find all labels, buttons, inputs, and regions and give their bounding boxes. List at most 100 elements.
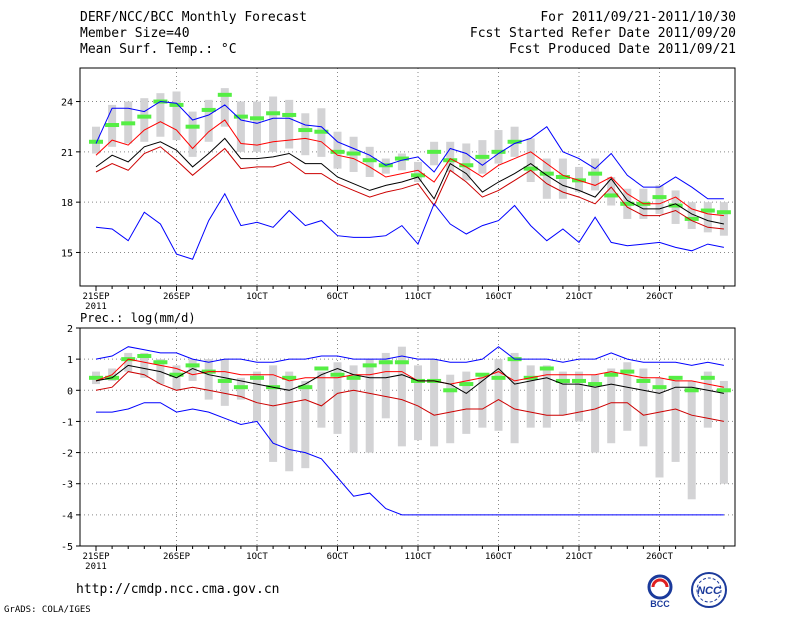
temp-xtick-label: 16OCT	[485, 292, 513, 302]
prec-box	[558, 371, 567, 416]
temp-median-bar	[346, 151, 361, 156]
temp-median-bar	[668, 203, 683, 208]
temp-median-bar	[604, 193, 619, 198]
prec-median-bar	[250, 375, 264, 380]
prec-median-bar	[668, 375, 683, 380]
prec-median-bar	[153, 360, 168, 365]
prec-box	[430, 359, 439, 447]
temp-median-bar	[491, 149, 506, 154]
temp-box	[285, 99, 294, 149]
temp-median-bar	[411, 173, 425, 178]
temp-ytick-label: 21	[61, 148, 73, 159]
prec-ytick-label: -3	[61, 480, 73, 491]
prec-box	[655, 377, 664, 478]
prec-median-bar	[330, 372, 345, 377]
temp-xtick-label: 26OCT	[646, 292, 674, 302]
temp-median-bar	[330, 149, 345, 154]
temp-median-bar	[201, 107, 216, 112]
prec-box	[140, 352, 149, 378]
temp-median-bar	[394, 156, 409, 161]
temp-median-bar	[89, 139, 103, 144]
prec-median-bar	[620, 369, 635, 374]
temp-median-bar	[250, 116, 264, 121]
temp-median-bar	[169, 102, 184, 107]
temp-box	[204, 99, 213, 142]
prec-line-min	[96, 402, 724, 516]
temp-box	[397, 153, 406, 171]
temp-median-bar	[555, 175, 570, 179]
prec-box	[575, 371, 583, 422]
temp-line-mean	[95, 137, 725, 225]
prec-panel-title: Prec.: log(mm/d)	[80, 311, 196, 325]
temp-line-lower	[95, 146, 724, 230]
prec-median-bar	[346, 375, 361, 380]
prec-line-max	[95, 346, 724, 366]
temp-box	[140, 98, 149, 142]
temp-median-bar	[475, 154, 490, 159]
temp-median-bar	[217, 92, 232, 97]
temp-xtick-label: 21SEP	[82, 292, 110, 302]
prec-median-bar	[459, 382, 474, 387]
prec-box	[510, 352, 519, 444]
temp-box	[446, 141, 455, 172]
prec-median-bar	[588, 382, 603, 387]
source-url[interactable]: http://cmdp.ncc.cma.gov.cn	[76, 582, 280, 597]
prec-xtick-label: 6OCT	[327, 552, 349, 562]
temp-median-bar	[700, 208, 715, 213]
prec-median-bar	[636, 378, 651, 383]
temp-median-bar	[314, 129, 329, 134]
prec-box	[349, 365, 358, 453]
prec-box	[671, 377, 680, 462]
prec-box	[478, 374, 487, 428]
temp-box	[703, 202, 712, 233]
prec-box	[301, 380, 310, 469]
ncc-logo: NCC	[691, 572, 727, 608]
temp-box	[269, 96, 278, 152]
temp-line-max	[95, 100, 724, 200]
temp-box	[655, 185, 664, 214]
temp-median-bar	[282, 112, 297, 117]
temp-median-bar	[443, 158, 458, 163]
temp-median-bar	[507, 139, 522, 144]
prec-box	[446, 374, 455, 444]
prec-box	[687, 380, 696, 500]
prec-box	[462, 371, 471, 434]
prec-frame	[79, 327, 736, 547]
temp-median-bar	[298, 128, 313, 133]
temp-box	[607, 177, 616, 206]
prec-median-bar	[185, 363, 200, 368]
prec-median-bar	[716, 388, 731, 393]
temp-box	[156, 93, 165, 137]
prec-median-bar	[539, 366, 554, 371]
prec-box	[414, 365, 422, 441]
temp-median-bar	[233, 114, 248, 119]
temp-median-bar	[539, 171, 554, 176]
prec-median-bar	[604, 372, 619, 377]
prec-box	[526, 365, 535, 428]
temp-median-bar	[588, 171, 603, 176]
temp-box	[526, 138, 535, 183]
prec-line-mean	[95, 364, 724, 395]
prec-ytick-label: -4	[61, 511, 73, 522]
prec-median-bar	[443, 388, 458, 393]
temp-median-bar	[427, 149, 442, 154]
temp-median-bar	[185, 124, 200, 129]
prec-box	[269, 365, 278, 462]
temp-box	[220, 88, 229, 127]
temp-box	[236, 101, 245, 152]
temp-median-bar	[362, 158, 377, 163]
prec-median-bar	[378, 360, 393, 365]
temp-line-upper	[95, 119, 724, 217]
prec-median-bar	[298, 385, 313, 390]
temp-median-bar	[684, 216, 699, 221]
temp-median-bar	[459, 163, 474, 168]
temp-ytick-label: 15	[61, 248, 73, 259]
temp-median-bar	[121, 121, 136, 126]
bcc-logo: BCC	[647, 574, 673, 609]
temp-box	[687, 202, 696, 229]
prec-box	[494, 359, 503, 431]
temp-box	[172, 91, 181, 141]
prec-median-bar	[700, 375, 715, 380]
prec-xtick-label: 26SEP	[163, 552, 191, 562]
prec-box	[607, 368, 616, 444]
